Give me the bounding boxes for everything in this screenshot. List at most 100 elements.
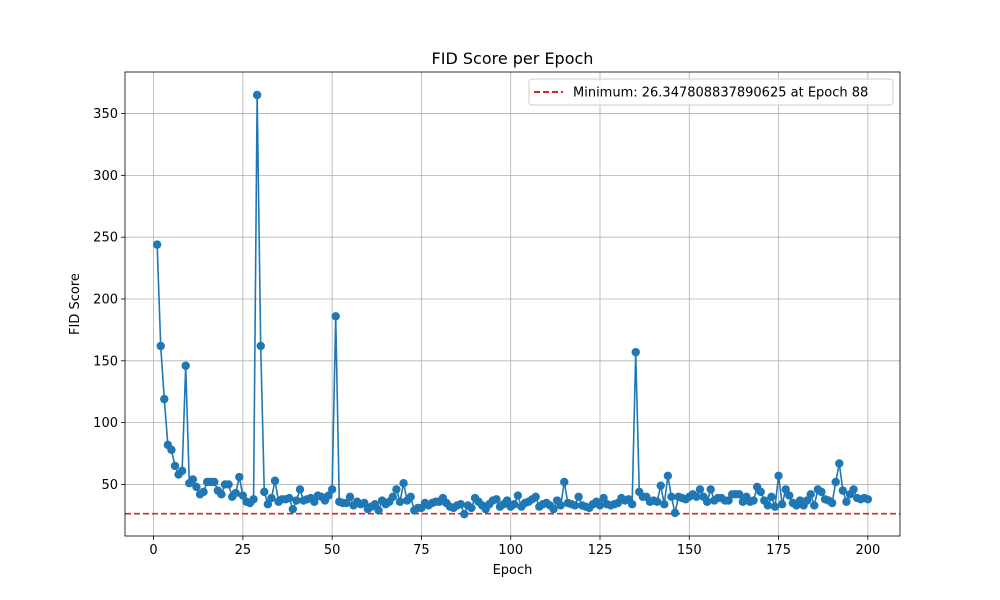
x-axis-label: Epoch (493, 563, 533, 578)
y-tick-label: 200 (93, 292, 118, 307)
data-point (777, 500, 787, 509)
x-tick-label: 0 (149, 543, 157, 558)
data-point (802, 496, 812, 505)
data-point (692, 492, 701, 502)
chart-title: FID Score per Epoch (432, 49, 594, 68)
series-layer (152, 90, 873, 519)
data-point (399, 479, 408, 488)
data-point (513, 491, 523, 500)
data-point (260, 487, 269, 497)
data-point (724, 496, 733, 505)
data-point (570, 501, 580, 510)
data-point (256, 341, 265, 351)
data-point (270, 476, 280, 485)
data-point (331, 312, 340, 321)
data-point (156, 341, 165, 351)
data-point (152, 240, 162, 249)
data-point (267, 493, 276, 503)
legend-box (528, 78, 894, 106)
data-point (310, 497, 319, 506)
data-point (456, 500, 465, 509)
data-point (735, 490, 744, 499)
grid (125, 72, 900, 536)
data-point (210, 477, 219, 487)
data-point (706, 485, 715, 494)
plot-area-border (124, 71, 901, 537)
x-tick-label: 125 (588, 543, 613, 558)
y-tick-label: 300 (93, 169, 118, 184)
data-point (806, 490, 815, 499)
data-point (595, 501, 605, 510)
data-point (749, 496, 758, 505)
data-point (181, 361, 190, 370)
ticks: 0 25 50 75 100 125 150 175 200 50 100 150 200 250 300 3… (93, 107, 880, 558)
data-point (192, 482, 201, 492)
data-point (502, 496, 512, 505)
data-point (770, 502, 780, 511)
data-point (599, 493, 608, 503)
data-point (177, 466, 187, 476)
data-point (406, 492, 415, 502)
data-point (224, 480, 233, 489)
data-point (324, 491, 333, 500)
y-tick-label: 350 (93, 107, 118, 122)
data-point (167, 445, 176, 455)
data-point (810, 501, 819, 510)
data-point (849, 485, 858, 494)
data-point (231, 488, 240, 498)
data-point (217, 490, 226, 499)
data-point (781, 485, 790, 494)
y-axis-label: FID Score (68, 273, 83, 335)
data-point (656, 481, 665, 490)
data-point (388, 492, 398, 502)
data-point (560, 477, 569, 487)
data-point (460, 509, 469, 519)
data-point (374, 506, 383, 515)
data-point (549, 504, 558, 514)
data-point (556, 501, 565, 510)
data-point (652, 497, 662, 506)
data-point (395, 497, 405, 506)
x-tick-label: 200 (855, 543, 880, 558)
data-point (295, 485, 305, 494)
data-point (288, 504, 298, 514)
data-point (160, 394, 169, 404)
data-point (756, 487, 765, 497)
data-point (467, 503, 476, 513)
data-point (345, 492, 355, 502)
data-point (249, 495, 258, 504)
data-point (531, 492, 540, 502)
legend-entry-minimum: Minimum: 26.347808837890625 at Epoch 88 (573, 86, 868, 101)
x-tick-label: 150 (677, 543, 702, 558)
data-point (492, 495, 501, 504)
data-point (863, 495, 873, 504)
data-point (702, 497, 712, 506)
data-point (631, 347, 640, 357)
x-tick-label: 50 (324, 543, 341, 558)
x-tick-label: 75 (413, 543, 430, 558)
data-point (670, 508, 680, 518)
data-point (510, 500, 519, 509)
x-tick-label: 175 (766, 543, 791, 558)
data-point (170, 461, 180, 471)
data-point (838, 486, 848, 495)
axes-frame (124, 71, 901, 537)
data-point (663, 471, 673, 480)
x-tick-label: 25 (235, 543, 252, 558)
data-point (392, 485, 401, 494)
data-point (817, 487, 826, 497)
x-tick-label: 100 (498, 543, 523, 558)
y-tick-label: 150 (93, 354, 118, 369)
data-point (574, 492, 583, 502)
data-point (252, 90, 262, 100)
y-tick-label: 50 (101, 478, 118, 493)
data-point (785, 491, 794, 500)
data-point (342, 498, 351, 508)
data-point (763, 501, 773, 510)
data-point (188, 475, 198, 484)
data-point (360, 498, 369, 508)
data-point (199, 487, 208, 497)
data-point (667, 492, 676, 502)
data-point (238, 491, 248, 500)
